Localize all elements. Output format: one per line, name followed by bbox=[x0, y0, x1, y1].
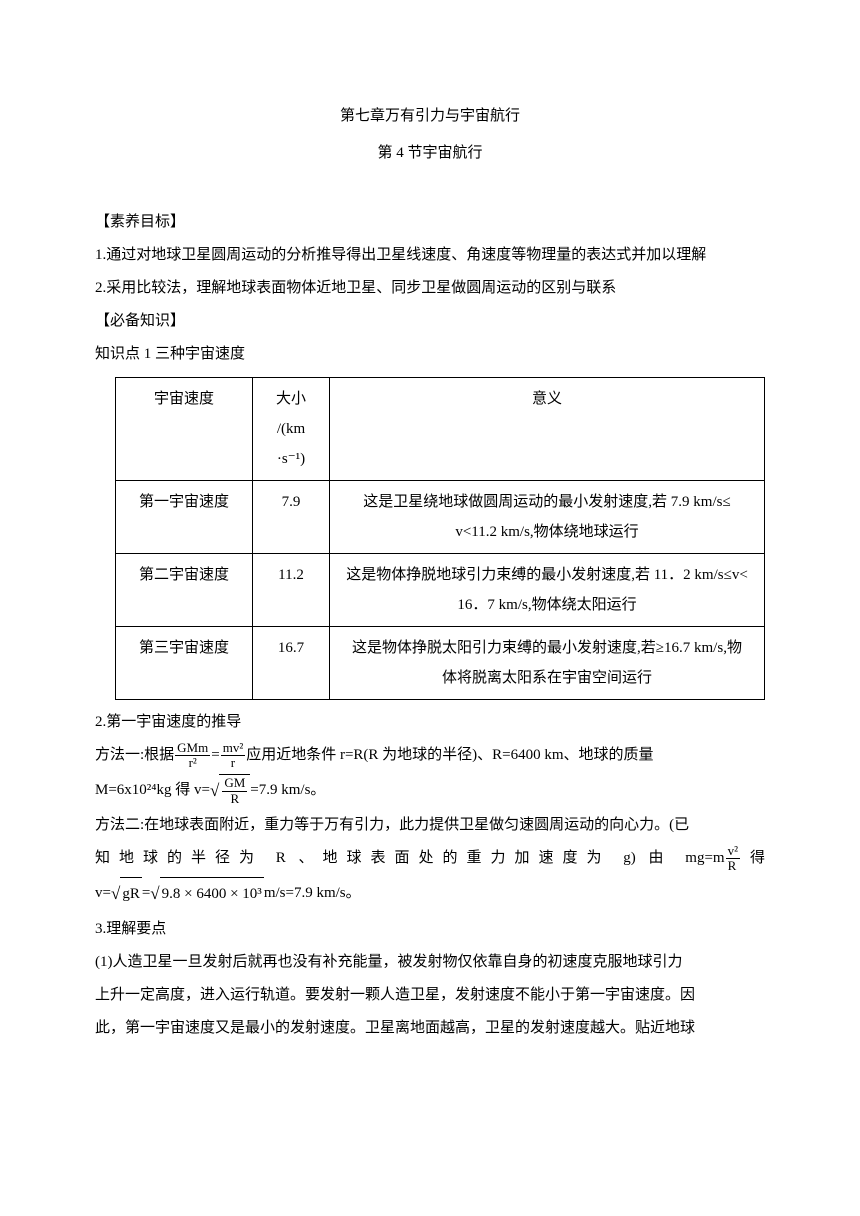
sqrt3-radicand: 9.8 × 6400 × 10³ bbox=[160, 877, 264, 911]
key-p2: 上升一定高度，进入运行轨道。要发射一颗人造卫星，发射速度不能小于第一宇宙速度。因 bbox=[95, 979, 765, 1012]
method2c-mid: = bbox=[142, 886, 150, 902]
method-2-line-b: 知地球的半径为 R 、地球表面处的重力加速度为 g) 由 mg=mv²R得 bbox=[95, 842, 765, 875]
row1-meaning: 这是卫星绕地球做圆周运动的最小发射速度,若 7.9 km/s≤ v<11.2 k… bbox=[330, 481, 765, 554]
sqrt1-num: GM bbox=[222, 776, 247, 791]
header-size-a: 大小 bbox=[276, 391, 306, 407]
row3-name: 第三宇宙速度 bbox=[116, 627, 253, 700]
method1b-post: =7.9 km/s。 bbox=[250, 782, 325, 798]
row3-meaning-a: 这是物体挣脱太阳引力束缚的最小发射速度,若≥16.7 km/s,物 bbox=[352, 640, 742, 656]
goal-2: 2.采用比较法，理解地球表面物体近地卫星、同步卫星做圆周运动的区别与联系 bbox=[95, 272, 765, 305]
fraction-v2-r: v²R bbox=[726, 844, 740, 874]
method2c-post: m/s=7.9 km/s。 bbox=[264, 886, 361, 902]
row2-meaning-b: 16．7 km/s,物体绕太阳运行 bbox=[457, 597, 636, 613]
header-size: 大小 /(km ·s⁻¹) bbox=[253, 378, 330, 481]
chapter-title: 第七章万有引力与宇宙航行 bbox=[95, 100, 765, 133]
sqrt-numeric: 9.8 × 6400 × 10³ bbox=[150, 875, 264, 912]
knowledge-header: 【必备知识】 bbox=[95, 305, 765, 338]
row1-name: 第一宇宙速度 bbox=[116, 481, 253, 554]
sqrt-gm-r: GMR bbox=[210, 772, 250, 809]
row2-meaning: 这是物体挣脱地球引力束缚的最小发射速度,若 11．2 km/s≤v< 16．7 … bbox=[330, 554, 765, 627]
key-p1: (1)人造卫星一旦发射后就再也没有补充能量，被发射物仅依靠自身的初速度克服地球引… bbox=[95, 946, 765, 979]
table-row: 第三宇宙速度 16.7 这是物体挣脱太阳引力束缚的最小发射速度,若≥16.7 k… bbox=[116, 627, 765, 700]
row3-meaning-b: 体将脱离太阳系在宇宙空间运行 bbox=[442, 670, 652, 686]
row1-meaning-b: v<11.2 km/s,物体绕地球运行 bbox=[455, 524, 638, 540]
sqrt2-radicand: gR bbox=[120, 877, 142, 911]
derivation-header: 2.第一宇宙速度的推导 bbox=[95, 706, 765, 739]
goals-header: 【素养目标】 bbox=[95, 206, 765, 239]
frac2-num: mv² bbox=[221, 741, 246, 756]
row2-meaning-a: 这是物体挣脱地球引力束缚的最小发射速度,若 11．2 km/s≤v< bbox=[346, 567, 748, 583]
key-p3: 此，第一宇宙速度又是最小的发射速度。卫星离地面越高，卫星的发射速度越大。贴近地球 bbox=[95, 1012, 765, 1045]
frac3-num: v² bbox=[726, 844, 740, 859]
row2-name: 第二宇宙速度 bbox=[116, 554, 253, 627]
frac3-den: R bbox=[726, 859, 740, 873]
frac2-den: r bbox=[221, 756, 246, 770]
row1-meaning-a: 这是卫星绕地球做圆周运动的最小发射速度,若 7.9 km/s≤ bbox=[363, 494, 730, 510]
sqrt1-den: R bbox=[222, 792, 247, 806]
method-2-line-c: v= gR= 9.8 × 6400 × 10³m/s=7.9 km/s。 bbox=[95, 875, 765, 912]
method-1-line-a: 方法一:根据GMmr²=mv²r应用近地条件 r=R(R 为地球的半径)、R=6… bbox=[95, 739, 765, 772]
method-1-line-b: M=6x10²⁴kg 得 v= GMR=7.9 km/s。 bbox=[95, 772, 765, 809]
table-header-row: 宇宙速度 大小 /(km ·s⁻¹) 意义 bbox=[116, 378, 765, 481]
method1-pre: 方法一:根据 bbox=[95, 747, 174, 763]
row1-size: 7.9 bbox=[253, 481, 330, 554]
sqrt-frac: GMR bbox=[222, 776, 247, 806]
method-2-line-a: 方法二:在地球表面附近，重力等于万有引力，此力提供卫星做匀速圆周运动的向心力。(… bbox=[95, 809, 765, 842]
key-points-header: 3.理解要点 bbox=[95, 913, 765, 946]
method2b-post: 得 bbox=[741, 850, 765, 866]
sqrt-gr: gR bbox=[111, 875, 142, 912]
row3-size: 16.7 bbox=[253, 627, 330, 700]
frac1-num: GMm bbox=[175, 741, 210, 756]
row2-size: 11.2 bbox=[253, 554, 330, 627]
header-speed: 宇宙速度 bbox=[116, 378, 253, 481]
method2c-pre: v= bbox=[95, 886, 111, 902]
header-meaning: 意义 bbox=[330, 378, 765, 481]
method1-eq: = bbox=[211, 747, 219, 763]
fraction-gmm-r2: GMmr² bbox=[175, 741, 210, 771]
table-row: 第二宇宙速度 11.2 这是物体挣脱地球引力束缚的最小发射速度,若 11．2 k… bbox=[116, 554, 765, 627]
header-size-b: /(km bbox=[277, 421, 305, 437]
table-row: 第一宇宙速度 7.9 这是卫星绕地球做圆周运动的最小发射速度,若 7.9 km/… bbox=[116, 481, 765, 554]
frac1-den: r² bbox=[175, 756, 210, 770]
document-page: 第七章万有引力与宇宙航行 第 4 节宇宙航行 【素养目标】 1.通过对地球卫星圆… bbox=[0, 0, 860, 1216]
knowledge-point-1: 知识点 1 三种宇宙速度 bbox=[95, 338, 765, 371]
method2b-pre: 知地球的半径为 R 、地球表面处的重力加速度为 g) 由 mg=m bbox=[95, 850, 725, 866]
goal-1: 1.通过对地球卫星圆周运动的分析推导得出卫星线速度、角速度等物理量的表达式并加以… bbox=[95, 239, 765, 272]
method1-post: 应用近地条件 r=R(R 为地球的半径)、R=6400 km、地球的质量 bbox=[246, 747, 653, 763]
header-size-c: ·s⁻¹) bbox=[277, 451, 305, 467]
row3-meaning: 这是物体挣脱太阳引力束缚的最小发射速度,若≥16.7 km/s,物 体将脱离太阳… bbox=[330, 627, 765, 700]
cosmic-speed-table: 宇宙速度 大小 /(km ·s⁻¹) 意义 第一宇宙速度 7.9 这是卫星绕地球… bbox=[115, 377, 765, 700]
section-title: 第 4 节宇宙航行 bbox=[95, 137, 765, 170]
fraction-mv2-r: mv²r bbox=[221, 741, 246, 771]
method1b-pre: M=6x10²⁴kg 得 v= bbox=[95, 782, 210, 798]
